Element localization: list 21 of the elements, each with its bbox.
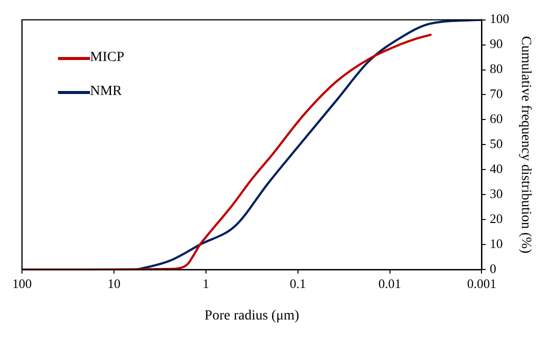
y-tick-label: 0 bbox=[490, 261, 496, 276]
x-tick-label: 0.001 bbox=[467, 276, 496, 291]
y-tick-label: 100 bbox=[490, 11, 510, 26]
y-tick-label: 70 bbox=[490, 86, 503, 102]
y-tick-label: 80 bbox=[490, 61, 503, 76]
y-tick-label: 20 bbox=[490, 211, 503, 226]
x-tick-label: 10 bbox=[107, 276, 120, 291]
y-tick-label: 60 bbox=[490, 111, 503, 126]
legend-label: MICP bbox=[90, 50, 124, 66]
x-tick-label: 0.1 bbox=[290, 276, 306, 291]
y-tick-label: 30 bbox=[490, 186, 503, 202]
x-tick-label: 0.01 bbox=[378, 276, 402, 291]
x-tick-label: 1 bbox=[202, 276, 210, 291]
y-tick-label: 40 bbox=[490, 161, 503, 176]
y-tick-label: 10 bbox=[490, 236, 503, 252]
x-tick-label: 100 bbox=[12, 276, 32, 291]
y-tick-label: 50 bbox=[490, 136, 503, 152]
y-tick-label: 90 bbox=[490, 36, 503, 52]
legend-label: NMR bbox=[90, 84, 122, 100]
x-axis-title: Pore radius (μm) bbox=[204, 308, 300, 324]
y-axis-title: Cumulative frequency distribution (%) bbox=[518, 36, 533, 254]
